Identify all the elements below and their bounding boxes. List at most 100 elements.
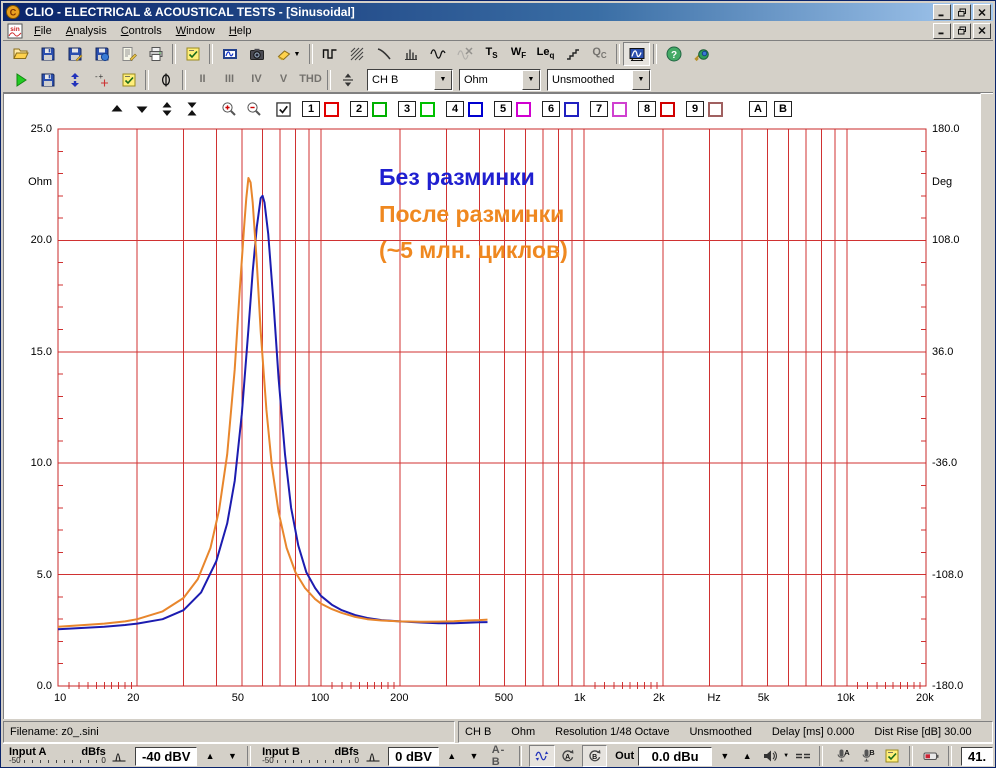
print-button[interactable] bbox=[142, 42, 169, 66]
input-b-up-button[interactable]: ▲ bbox=[447, 751, 457, 761]
menu-help[interactable]: Help bbox=[228, 24, 252, 37]
mls-analysis-button[interactable] bbox=[316, 42, 343, 66]
input-a-sensitivity-value[interactable]: -40 dBV bbox=[135, 746, 198, 766]
start-measurement-button[interactable] bbox=[7, 68, 34, 92]
help-button[interactable]: ? bbox=[660, 42, 687, 66]
menu-controls[interactable]: Controls bbox=[120, 24, 162, 37]
mic-a-button[interactable]: A bbox=[830, 746, 853, 766]
curve-slot-6-color-checkbox[interactable] bbox=[564, 101, 579, 117]
curve-slot-2-button[interactable]: 2 bbox=[350, 101, 368, 117]
measurement-window-button[interactable] bbox=[216, 42, 243, 66]
input-a-scale-ticks bbox=[23, 759, 99, 763]
document-icon[interactable]: sin bbox=[7, 23, 23, 39]
dc-output-icon[interactable] bbox=[791, 746, 814, 766]
chevron-down-icon[interactable]: ▼ bbox=[522, 69, 540, 90]
curve-slot-7-color-checkbox[interactable] bbox=[612, 101, 627, 117]
ts-analysis-button[interactable]: TS bbox=[485, 46, 498, 61]
compress-scale-button[interactable] bbox=[179, 98, 204, 120]
wow-flutter-analysis-button[interactable]: WF bbox=[510, 46, 527, 61]
marker-button[interactable]: - + bbox=[88, 68, 115, 92]
curve-slot-8-button[interactable]: 8 bbox=[638, 101, 656, 117]
shift-up-button[interactable] bbox=[104, 98, 129, 120]
curve-slot-2-color-checkbox[interactable] bbox=[372, 101, 387, 117]
curve-slot-5-color-checkbox[interactable] bbox=[516, 101, 531, 117]
curve-slot-3-color-checkbox[interactable] bbox=[420, 101, 435, 117]
svg-text:sin: sin bbox=[10, 26, 19, 33]
export-notes-button[interactable] bbox=[115, 42, 142, 66]
speaker-icon[interactable] bbox=[759, 746, 782, 766]
noise-analysis-button[interactable] bbox=[343, 42, 370, 66]
out-level-value[interactable]: 0.0 dBu bbox=[638, 746, 713, 766]
input-a-up-button[interactable]: ▲ bbox=[205, 751, 215, 761]
legend-annotation: После разминки bbox=[379, 200, 565, 227]
display-all-checkbox[interactable] bbox=[276, 101, 291, 117]
status-segment: Unsmoothed bbox=[689, 726, 752, 738]
waterfall-analysis-button[interactable] bbox=[397, 42, 424, 66]
curve-slot-3-button[interactable]: 3 bbox=[398, 101, 416, 117]
license-button[interactable] bbox=[687, 42, 714, 66]
restore-button[interactable] bbox=[953, 4, 971, 20]
legend-annotation: Без разминки bbox=[379, 164, 535, 190]
scale-divide-button[interactable] bbox=[334, 68, 361, 92]
child-minimize-button[interactable] bbox=[933, 22, 951, 39]
overlay-a-button[interactable]: A bbox=[749, 101, 767, 117]
menu-window[interactable]: Window bbox=[175, 24, 215, 37]
loop-b-button[interactable]: B bbox=[581, 745, 608, 767]
snapshot-button[interactable] bbox=[243, 42, 270, 66]
input-b-down-button[interactable]: ▼ bbox=[469, 751, 479, 761]
curve-slot-7-button[interactable]: 7 bbox=[590, 101, 608, 117]
sinusoidal-analysis-button[interactable] bbox=[424, 42, 451, 66]
status-bar: Filename: z0_.sini CH B Ohm Resolution 1/4… bbox=[3, 719, 993, 743]
mic-b-button[interactable]: B bbox=[855, 746, 878, 766]
phase-button[interactable] bbox=[152, 68, 179, 92]
options-button[interactable] bbox=[179, 42, 206, 66]
input-b-sensitivity-value[interactable]: 0 dBV bbox=[388, 746, 439, 766]
chevron-down-icon[interactable]: ▼ bbox=[434, 69, 452, 90]
expand-scale-button[interactable] bbox=[154, 98, 179, 120]
close-button[interactable] bbox=[973, 4, 991, 20]
y-axis-left-tick: 15.0 bbox=[30, 345, 52, 358]
child-restore-button[interactable] bbox=[953, 22, 971, 39]
curve-slot-9-color-checkbox[interactable] bbox=[708, 101, 723, 117]
smoothing-dropdown[interactable]: Unsmoothed ▼ bbox=[547, 68, 651, 91]
curve-slot-1-color-checkbox[interactable] bbox=[324, 101, 339, 117]
menu-analysis[interactable]: Analysis bbox=[65, 24, 107, 37]
curve-slot-9-button[interactable]: 9 bbox=[686, 101, 704, 117]
x-axis-tick: 20k bbox=[916, 692, 934, 704]
curve-slot-4-button[interactable]: 4 bbox=[446, 101, 464, 117]
loop-a-button[interactable]: A bbox=[557, 746, 580, 766]
erase-button[interactable]: ▼ bbox=[270, 42, 306, 66]
zoom-out-button[interactable] bbox=[241, 98, 266, 120]
leq-analysis-button[interactable]: Leq bbox=[536, 46, 555, 61]
notes-button[interactable] bbox=[881, 746, 904, 766]
active-measurement-button[interactable] bbox=[623, 42, 650, 66]
save-as-button[interactable] bbox=[61, 42, 88, 66]
generator-wave-button[interactable] bbox=[529, 745, 555, 767]
zoom-in-button[interactable] bbox=[216, 98, 241, 120]
curve-slot-8-color-checkbox[interactable] bbox=[660, 101, 675, 117]
measure-settings-button[interactable] bbox=[115, 68, 142, 92]
curve-slot-6-button[interactable]: 6 bbox=[542, 101, 560, 117]
child-close-button[interactable] bbox=[973, 22, 991, 39]
speaker-chevron-down-icon[interactable]: ▼ bbox=[783, 753, 790, 759]
curve-slot-1-button[interactable]: 1 bbox=[302, 101, 320, 117]
linearity-analysis-button[interactable] bbox=[559, 42, 586, 66]
out-down-button[interactable]: ▼ bbox=[720, 751, 730, 761]
shift-down-button[interactable] bbox=[129, 98, 154, 120]
save-button[interactable] bbox=[34, 42, 61, 66]
save-session-button[interactable] bbox=[88, 42, 115, 66]
unit-dropdown[interactable]: Ohm ▼ bbox=[459, 68, 541, 91]
curve-slot-4-color-checkbox[interactable] bbox=[468, 101, 483, 117]
menu-file[interactable]: File bbox=[34, 24, 52, 37]
decay-analysis-button[interactable] bbox=[370, 42, 397, 66]
save-measurement-button[interactable] bbox=[34, 68, 61, 92]
open-file-button[interactable] bbox=[7, 42, 34, 66]
curve-slot-5-button[interactable]: 5 bbox=[494, 101, 512, 117]
channel-dropdown[interactable]: CH B ▼ bbox=[367, 68, 453, 91]
input-a-down-button[interactable]: ▼ bbox=[228, 751, 237, 761]
out-up-button[interactable]: ▲ bbox=[742, 751, 752, 761]
overlay-b-button[interactable]: B bbox=[774, 101, 792, 117]
autoscale-button[interactable] bbox=[61, 68, 88, 92]
chevron-down-icon[interactable]: ▼ bbox=[632, 69, 650, 90]
minimize-button[interactable] bbox=[933, 4, 951, 20]
